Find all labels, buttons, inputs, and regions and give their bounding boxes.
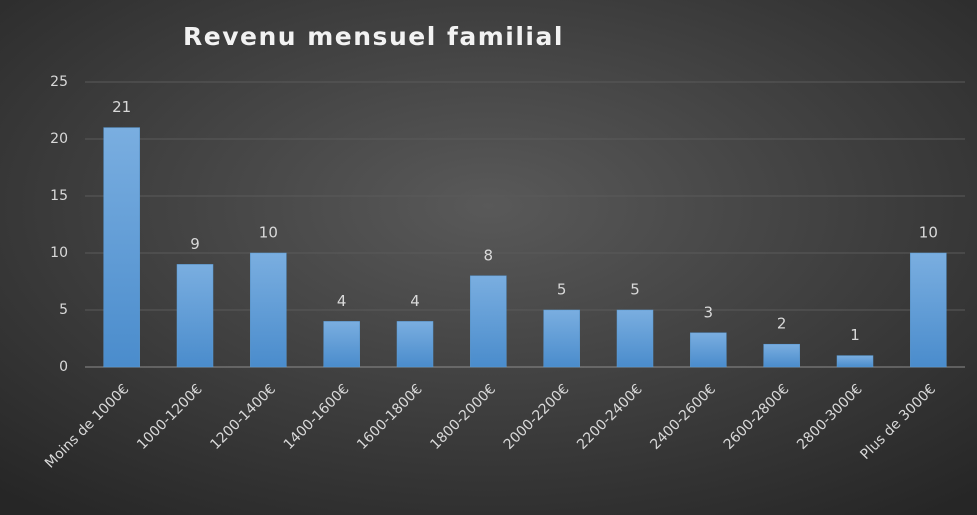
y-tick-label: 5 bbox=[59, 302, 68, 318]
bar bbox=[396, 321, 434, 368]
data-label: 1 bbox=[850, 326, 860, 344]
data-label: 4 bbox=[410, 292, 420, 310]
data-label: 21 bbox=[112, 98, 131, 116]
data-label: 5 bbox=[630, 281, 640, 299]
data-label: 8 bbox=[484, 246, 494, 264]
data-label: 9 bbox=[190, 235, 200, 253]
chart-title: Revenu mensuel familial bbox=[183, 22, 564, 51]
bar bbox=[763, 343, 800, 368]
data-label: 4 bbox=[337, 292, 347, 310]
y-tick-label: 15 bbox=[50, 188, 68, 204]
bar bbox=[543, 309, 580, 368]
y-tick-label: 20 bbox=[50, 131, 68, 147]
bar bbox=[836, 355, 874, 368]
y-tick-label: 10 bbox=[50, 245, 68, 261]
bar bbox=[323, 321, 360, 368]
data-label: 10 bbox=[259, 224, 278, 242]
bar bbox=[176, 264, 214, 368]
y-tick-label: 25 bbox=[50, 74, 68, 90]
bar bbox=[690, 332, 727, 368]
bar bbox=[910, 252, 947, 368]
bar bbox=[470, 275, 507, 368]
data-label: 3 bbox=[704, 303, 714, 321]
data-label: 5 bbox=[557, 281, 567, 299]
data-label: 2 bbox=[777, 315, 787, 333]
data-label: 10 bbox=[919, 224, 938, 242]
y-tick-label: 0 bbox=[59, 359, 68, 375]
bar bbox=[103, 127, 140, 368]
bar bbox=[616, 309, 654, 368]
bar bbox=[250, 252, 287, 368]
